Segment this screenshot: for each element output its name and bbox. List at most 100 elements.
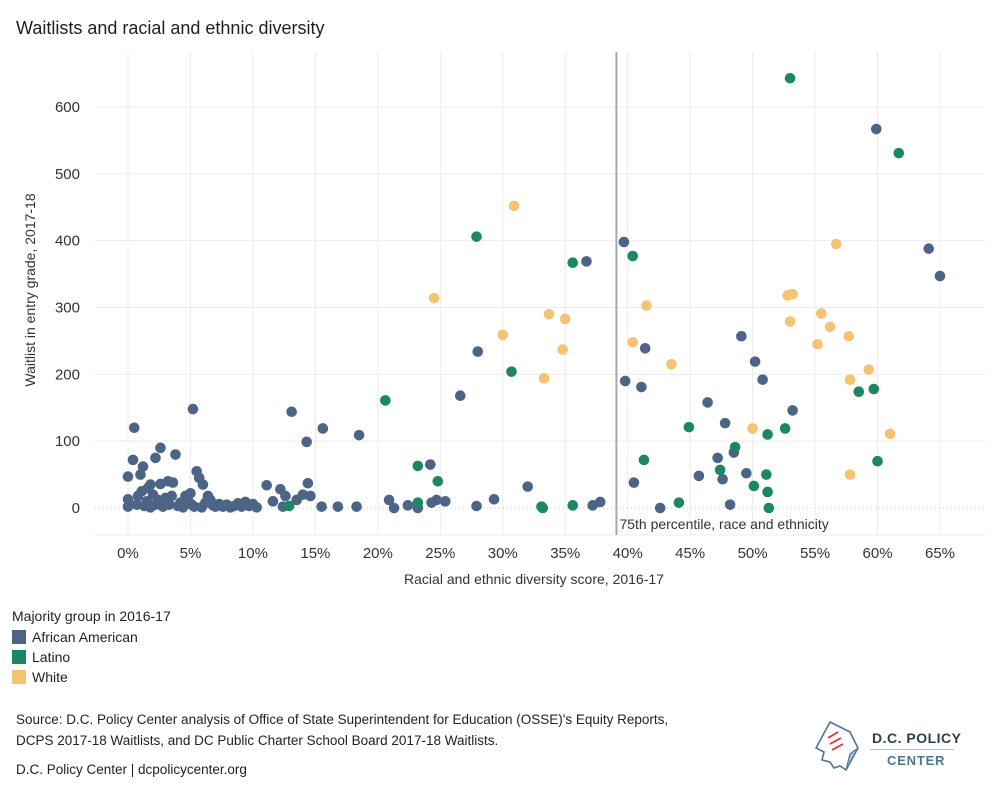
data-point-white xyxy=(816,308,827,319)
data-point-latino xyxy=(763,502,775,514)
data-point-african-american xyxy=(712,452,723,464)
data-point-latino xyxy=(762,486,773,498)
data-point-african-american xyxy=(122,494,134,505)
data-point-african-american xyxy=(137,461,149,472)
x-tick-label: 40% xyxy=(613,545,643,562)
legend-item-white[interactable]: White xyxy=(12,667,171,687)
data-point-african-american xyxy=(185,487,196,499)
credit-line: D.C. Policy Center | dcpolicycenter.org xyxy=(16,762,247,777)
data-point-latino xyxy=(627,250,638,262)
data-point-latino xyxy=(893,147,905,159)
reference-line-group: 75th percentile, race and ethnicity xyxy=(615,52,829,535)
data-point-latino xyxy=(412,497,424,508)
data-point-latino xyxy=(537,502,549,514)
chart-title: Waitlists and racial and ethnic diversit… xyxy=(16,18,325,38)
data-point-white xyxy=(543,308,555,320)
data-point-white xyxy=(824,321,836,333)
data-point-white xyxy=(641,300,652,311)
data-point-african-american xyxy=(594,496,606,508)
data-point-african-american xyxy=(155,442,166,454)
data-point-african-american xyxy=(187,403,199,415)
legend-title: Majority group in 2016-17 xyxy=(12,608,171,624)
data-point-white xyxy=(844,374,856,385)
data-point-white xyxy=(559,313,571,325)
data-point-white xyxy=(884,428,896,440)
x-tick-label: 60% xyxy=(863,545,893,562)
y-tick-label: 600 xyxy=(55,99,80,116)
data-point-african-american xyxy=(402,500,414,511)
legend-label: White xyxy=(32,669,68,685)
x-axis-title: Racial and ethnic diversity score, 2016-… xyxy=(404,571,664,587)
y-tick-label: 0 xyxy=(72,500,80,517)
data-point-african-american xyxy=(166,490,178,502)
data-point-african-american xyxy=(472,346,484,357)
data-point-latino xyxy=(380,395,391,406)
legend-item-latino[interactable]: Latino xyxy=(12,647,171,667)
data-point-latino xyxy=(673,497,685,508)
x-tick-label: 20% xyxy=(363,545,393,562)
data-point-african-american xyxy=(280,490,291,502)
data-point-african-american xyxy=(724,499,736,510)
reference-line-label: 75th percentile, race and ethnicity xyxy=(619,516,828,532)
scatter-chart: 0% 5% 10% 15% 20% 25% 30% 35% 40% 45% 50% 55% 60% 65%… xyxy=(22,52,985,587)
data-point-white xyxy=(497,329,509,341)
data-point-african-american xyxy=(301,436,312,448)
data-point-african-american xyxy=(127,454,139,466)
data-point-white xyxy=(812,338,823,350)
data-point-african-american xyxy=(619,375,631,387)
x-tick-label: 50% xyxy=(738,545,768,562)
data-point-latino xyxy=(412,460,424,472)
data-point-african-american xyxy=(923,243,935,254)
data-point-latino xyxy=(638,454,650,466)
data-point-latino xyxy=(567,257,579,269)
dc-policy-center-logo: D.C. POLICY CENTER xyxy=(812,718,972,778)
data-point-white xyxy=(627,336,638,348)
data-point-african-american xyxy=(757,374,768,385)
legend-swatch xyxy=(12,650,26,664)
data-point-african-american xyxy=(305,490,316,502)
data-point-african-american xyxy=(302,477,314,489)
legend-item-african-american[interactable]: African American xyxy=(12,627,171,647)
data-point-white xyxy=(844,469,856,480)
data-point-white xyxy=(666,359,677,370)
data-point-african-american xyxy=(128,422,140,434)
legend: Majority group in 2016-17 African Americ… xyxy=(12,608,171,687)
data-points xyxy=(122,72,946,514)
data-point-african-american xyxy=(425,459,436,470)
grid-lines xyxy=(95,52,985,536)
data-point-latino xyxy=(868,383,880,395)
data-point-african-american xyxy=(261,479,272,491)
data-point-african-american xyxy=(736,330,747,342)
data-point-african-american xyxy=(440,496,451,507)
legend-swatch xyxy=(12,630,26,644)
data-point-african-american xyxy=(351,501,362,512)
data-point-african-american xyxy=(267,496,279,507)
legend-label: Latino xyxy=(32,649,71,665)
data-point-african-american xyxy=(639,342,651,354)
data-point-latino xyxy=(567,500,579,511)
data-point-white xyxy=(863,364,875,375)
data-point-latino xyxy=(784,72,796,84)
data-point-latino xyxy=(761,469,772,480)
data-point-white xyxy=(508,200,520,212)
data-point-african-american xyxy=(332,501,344,512)
data-point-african-american xyxy=(522,481,534,492)
y-tick-label: 300 xyxy=(55,300,80,317)
y-tick-label: 100 xyxy=(55,433,80,450)
data-point-latino xyxy=(779,423,791,434)
data-point-african-american xyxy=(618,236,630,248)
data-point-african-american xyxy=(388,502,400,514)
data-point-latino xyxy=(683,421,695,433)
data-point-latino xyxy=(853,386,865,398)
data-point-african-american xyxy=(454,390,466,402)
x-axis-ticks: 0% 5% 10% 15% 20% 25% 30% 35% 40% 45% 50% 55% 60% 65% xyxy=(117,545,955,562)
data-point-african-american xyxy=(693,470,705,482)
document-map-icon xyxy=(815,721,859,771)
x-tick-label: 5% xyxy=(180,545,202,562)
data-point-african-american xyxy=(741,467,752,479)
data-point-african-american xyxy=(145,479,156,490)
data-point-african-american xyxy=(431,494,442,506)
data-point-african-american xyxy=(383,494,395,506)
data-point-white xyxy=(787,288,798,300)
legend-label: African American xyxy=(32,629,138,645)
